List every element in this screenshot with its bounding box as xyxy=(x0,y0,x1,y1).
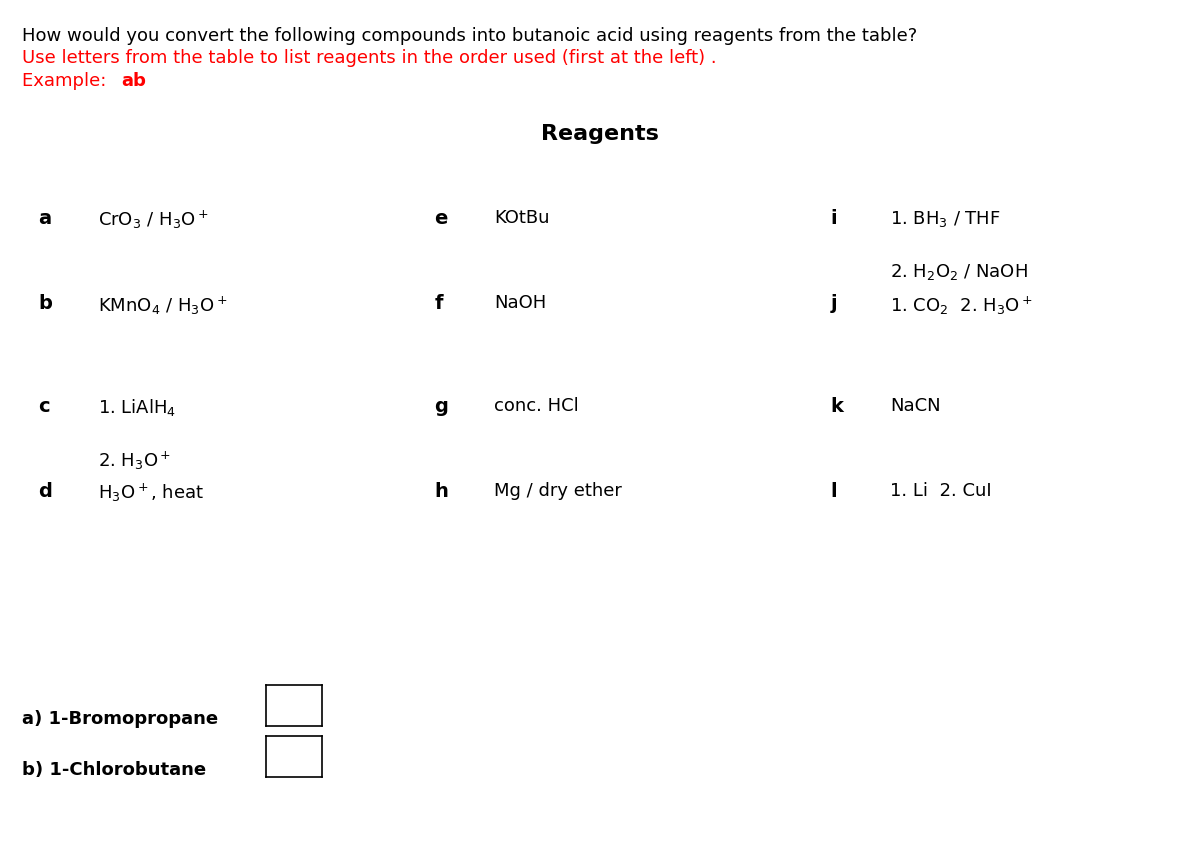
Text: l: l xyxy=(830,481,838,500)
Text: NaCN: NaCN xyxy=(890,396,941,414)
Text: b) 1-Chlorobutane: b) 1-Chlorobutane xyxy=(22,760,205,778)
Text: c: c xyxy=(38,396,50,415)
Text: 1. Li  2. CuI: 1. Li 2. CuI xyxy=(890,481,992,499)
Text: H$_3$O$^+$, heat: H$_3$O$^+$, heat xyxy=(98,481,204,504)
Text: How would you convert the following compounds into butanoic acid using reagents : How would you convert the following comp… xyxy=(22,27,917,45)
Text: b: b xyxy=(38,294,53,313)
Text: 1. CO$_2$  2. H$_3$O$^+$: 1. CO$_2$ 2. H$_3$O$^+$ xyxy=(890,294,1033,316)
Text: CrO$_3$ / H$_3$O$^+$: CrO$_3$ / H$_3$O$^+$ xyxy=(98,209,209,231)
Text: j: j xyxy=(830,294,838,313)
Text: 2. H$_2$O$_2$ / NaOH: 2. H$_2$O$_2$ / NaOH xyxy=(890,262,1028,281)
Text: k: k xyxy=(830,396,844,415)
Text: ab: ab xyxy=(121,72,146,89)
Text: h: h xyxy=(434,481,449,500)
Text: Reagents: Reagents xyxy=(541,124,659,143)
Text: f: f xyxy=(434,294,443,313)
Text: 1. BH$_3$ / THF: 1. BH$_3$ / THF xyxy=(890,209,1001,228)
Text: KOtBu: KOtBu xyxy=(494,209,550,227)
Text: Example:: Example: xyxy=(22,72,112,89)
Text: e: e xyxy=(434,209,448,227)
Text: 2. H$_3$O$^+$: 2. H$_3$O$^+$ xyxy=(98,449,172,471)
Text: conc. HCl: conc. HCl xyxy=(494,396,580,414)
Text: Mg / dry ether: Mg / dry ether xyxy=(494,481,623,499)
Text: Use letters from the table to list reagents in the order used (first at the left: Use letters from the table to list reage… xyxy=(22,49,716,67)
Text: a: a xyxy=(38,209,52,227)
Text: d: d xyxy=(38,481,53,500)
Text: NaOH: NaOH xyxy=(494,294,547,312)
Text: i: i xyxy=(830,209,838,227)
Text: 1. LiAlH$_4$: 1. LiAlH$_4$ xyxy=(98,396,176,417)
Text: a) 1-Bromopropane: a) 1-Bromopropane xyxy=(22,709,217,727)
Text: KMnO$_4$ / H$_3$O$^+$: KMnO$_4$ / H$_3$O$^+$ xyxy=(98,294,228,316)
Text: g: g xyxy=(434,396,449,415)
